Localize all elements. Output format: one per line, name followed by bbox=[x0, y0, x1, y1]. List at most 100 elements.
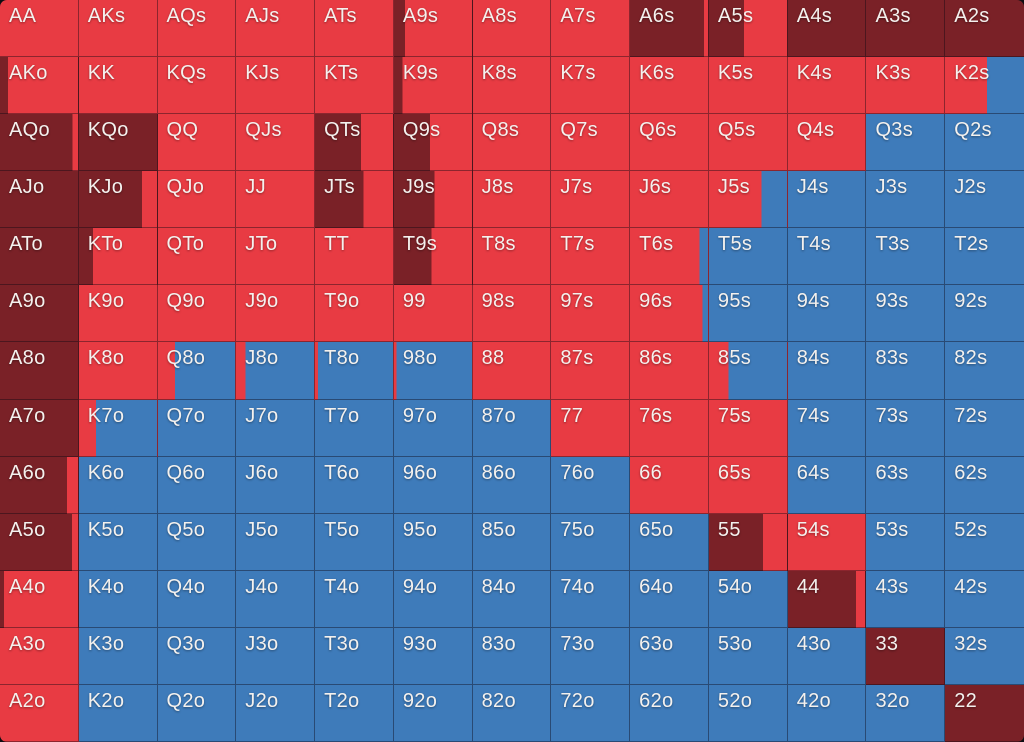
hand-cell-AJs[interactable]: AJs bbox=[236, 0, 316, 58]
hand-cell-T2o[interactable]: T2o bbox=[315, 684, 394, 742]
hand-cell-K2s[interactable]: K2s bbox=[945, 57, 1024, 115]
hand-cell-T4s[interactable]: T4s bbox=[787, 228, 867, 286]
hand-cell-J2o[interactable]: J2o bbox=[236, 684, 316, 742]
hand-cell-T9s[interactable]: T9s bbox=[393, 228, 473, 286]
hand-cell-K4o[interactable]: K4o bbox=[78, 570, 158, 628]
hand-cell-J6o[interactable]: J6o bbox=[236, 456, 316, 514]
hand-cell-J9s[interactable]: J9s bbox=[393, 171, 473, 229]
hand-cell-TT[interactable]: TT bbox=[315, 228, 394, 286]
hand-cell-84o[interactable]: 84o bbox=[472, 570, 552, 628]
hand-cell-72o[interactable]: 72o bbox=[551, 684, 631, 742]
hand-cell-JTs[interactable]: JTs bbox=[315, 171, 394, 229]
hand-cell-K4s[interactable]: K4s bbox=[787, 57, 867, 115]
hand-cell-97s[interactable]: 97s bbox=[551, 285, 631, 343]
hand-cell-K5o[interactable]: K5o bbox=[78, 513, 158, 571]
hand-cell-AKo[interactable]: AKo bbox=[0, 57, 79, 115]
hand-cell-T3s[interactable]: T3s bbox=[866, 228, 946, 286]
hand-cell-A9s[interactable]: A9s bbox=[393, 0, 473, 58]
hand-cell-A7o[interactable]: A7o bbox=[0, 399, 79, 457]
hand-cell-J3s[interactable]: J3s bbox=[866, 171, 946, 229]
hand-cell-J3o[interactable]: J3o bbox=[236, 627, 316, 685]
hand-cell-A4o[interactable]: A4o bbox=[0, 570, 79, 628]
hand-cell-75o[interactable]: 75o bbox=[551, 513, 631, 571]
hand-cell-85s[interactable]: 85s bbox=[708, 342, 788, 400]
hand-cell-96s[interactable]: 96s bbox=[630, 285, 709, 343]
hand-cell-82o[interactable]: 82o bbox=[472, 684, 552, 742]
hand-cell-KK[interactable]: KK bbox=[78, 57, 158, 115]
hand-cell-A5o[interactable]: A5o bbox=[0, 513, 79, 571]
hand-cell-T6s[interactable]: T6s bbox=[630, 228, 709, 286]
hand-cell-J7o[interactable]: J7o bbox=[236, 399, 316, 457]
hand-cell-77[interactable]: 77 bbox=[551, 399, 631, 457]
hand-cell-96o[interactable]: 96o bbox=[393, 456, 473, 514]
hand-cell-A6o[interactable]: A6o bbox=[0, 456, 79, 514]
hand-cell-A2o[interactable]: A2o bbox=[0, 684, 79, 742]
hand-cell-52o[interactable]: 52o bbox=[708, 684, 788, 742]
hand-cell-T7o[interactable]: T7o bbox=[315, 399, 394, 457]
hand-cell-J5s[interactable]: J5s bbox=[708, 171, 788, 229]
hand-cell-97o[interactable]: 97o bbox=[393, 399, 473, 457]
hand-cell-A8o[interactable]: A8o bbox=[0, 342, 79, 400]
hand-cell-T2s[interactable]: T2s bbox=[945, 228, 1024, 286]
hand-cell-QJo[interactable]: QJo bbox=[157, 171, 237, 229]
hand-cell-53o[interactable]: 53o bbox=[708, 627, 788, 685]
hand-cell-64o[interactable]: 64o bbox=[630, 570, 709, 628]
hand-cell-T7s[interactable]: T7s bbox=[551, 228, 631, 286]
hand-cell-J8o[interactable]: J8o bbox=[236, 342, 316, 400]
hand-cell-J8s[interactable]: J8s bbox=[472, 171, 552, 229]
hand-cell-A9o[interactable]: A9o bbox=[0, 285, 79, 343]
hand-cell-Q8s[interactable]: Q8s bbox=[472, 114, 552, 172]
hand-cell-62o[interactable]: 62o bbox=[630, 684, 709, 742]
hand-cell-K5s[interactable]: K5s bbox=[708, 57, 788, 115]
hand-cell-65o[interactable]: 65o bbox=[630, 513, 709, 571]
hand-cell-AJo[interactable]: AJo bbox=[0, 171, 79, 229]
hand-cell-Q8o[interactable]: Q8o bbox=[157, 342, 237, 400]
hand-cell-82s[interactable]: 82s bbox=[945, 342, 1024, 400]
hand-cell-KTo[interactable]: KTo bbox=[78, 228, 158, 286]
hand-cell-QQ[interactable]: QQ bbox=[157, 114, 237, 172]
hand-cell-44[interactable]: 44 bbox=[787, 570, 867, 628]
hand-cell-J7s[interactable]: J7s bbox=[551, 171, 631, 229]
hand-cell-92o[interactable]: 92o bbox=[393, 684, 473, 742]
hand-cell-Q2s[interactable]: Q2s bbox=[945, 114, 1024, 172]
hand-cell-QJs[interactable]: QJs bbox=[236, 114, 316, 172]
hand-cell-93s[interactable]: 93s bbox=[866, 285, 946, 343]
hand-cell-63s[interactable]: 63s bbox=[866, 456, 946, 514]
hand-cell-KJs[interactable]: KJs bbox=[236, 57, 316, 115]
hand-cell-AA[interactable]: AA bbox=[0, 0, 79, 58]
hand-cell-J4s[interactable]: J4s bbox=[787, 171, 867, 229]
hand-cell-A7s[interactable]: A7s bbox=[551, 0, 631, 58]
hand-cell-K6s[interactable]: K6s bbox=[630, 57, 709, 115]
hand-cell-T6o[interactable]: T6o bbox=[315, 456, 394, 514]
hand-cell-T8o[interactable]: T8o bbox=[315, 342, 394, 400]
hand-cell-AKs[interactable]: AKs bbox=[78, 0, 158, 58]
hand-cell-63o[interactable]: 63o bbox=[630, 627, 709, 685]
hand-cell-73o[interactable]: 73o bbox=[551, 627, 631, 685]
hand-cell-86s[interactable]: 86s bbox=[630, 342, 709, 400]
hand-cell-K9o[interactable]: K9o bbox=[78, 285, 158, 343]
hand-cell-64s[interactable]: 64s bbox=[787, 456, 867, 514]
hand-cell-Q7s[interactable]: Q7s bbox=[551, 114, 631, 172]
hand-cell-Q3s[interactable]: Q3s bbox=[866, 114, 946, 172]
hand-cell-65s[interactable]: 65s bbox=[708, 456, 788, 514]
hand-cell-J9o[interactable]: J9o bbox=[236, 285, 316, 343]
hand-cell-A4s[interactable]: A4s bbox=[787, 0, 867, 58]
hand-cell-ATs[interactable]: ATs bbox=[315, 0, 394, 58]
hand-cell-73s[interactable]: 73s bbox=[866, 399, 946, 457]
hand-cell-T9o[interactable]: T9o bbox=[315, 285, 394, 343]
hand-cell-32o[interactable]: 32o bbox=[866, 684, 946, 742]
hand-cell-66[interactable]: 66 bbox=[630, 456, 709, 514]
hand-cell-J5o[interactable]: J5o bbox=[236, 513, 316, 571]
hand-cell-K9s[interactable]: K9s bbox=[393, 57, 473, 115]
hand-cell-Q5s[interactable]: Q5s bbox=[708, 114, 788, 172]
hand-cell-A5s[interactable]: A5s bbox=[708, 0, 788, 58]
hand-cell-K2o[interactable]: K2o bbox=[78, 684, 158, 742]
hand-cell-54s[interactable]: 54s bbox=[787, 513, 867, 571]
hand-cell-76o[interactable]: 76o bbox=[551, 456, 631, 514]
hand-cell-54o[interactable]: 54o bbox=[708, 570, 788, 628]
hand-cell-99[interactable]: 99 bbox=[393, 285, 473, 343]
hand-cell-98s[interactable]: 98s bbox=[472, 285, 552, 343]
hand-cell-A6s[interactable]: A6s bbox=[630, 0, 709, 58]
hand-cell-85o[interactable]: 85o bbox=[472, 513, 552, 571]
hand-cell-87s[interactable]: 87s bbox=[551, 342, 631, 400]
